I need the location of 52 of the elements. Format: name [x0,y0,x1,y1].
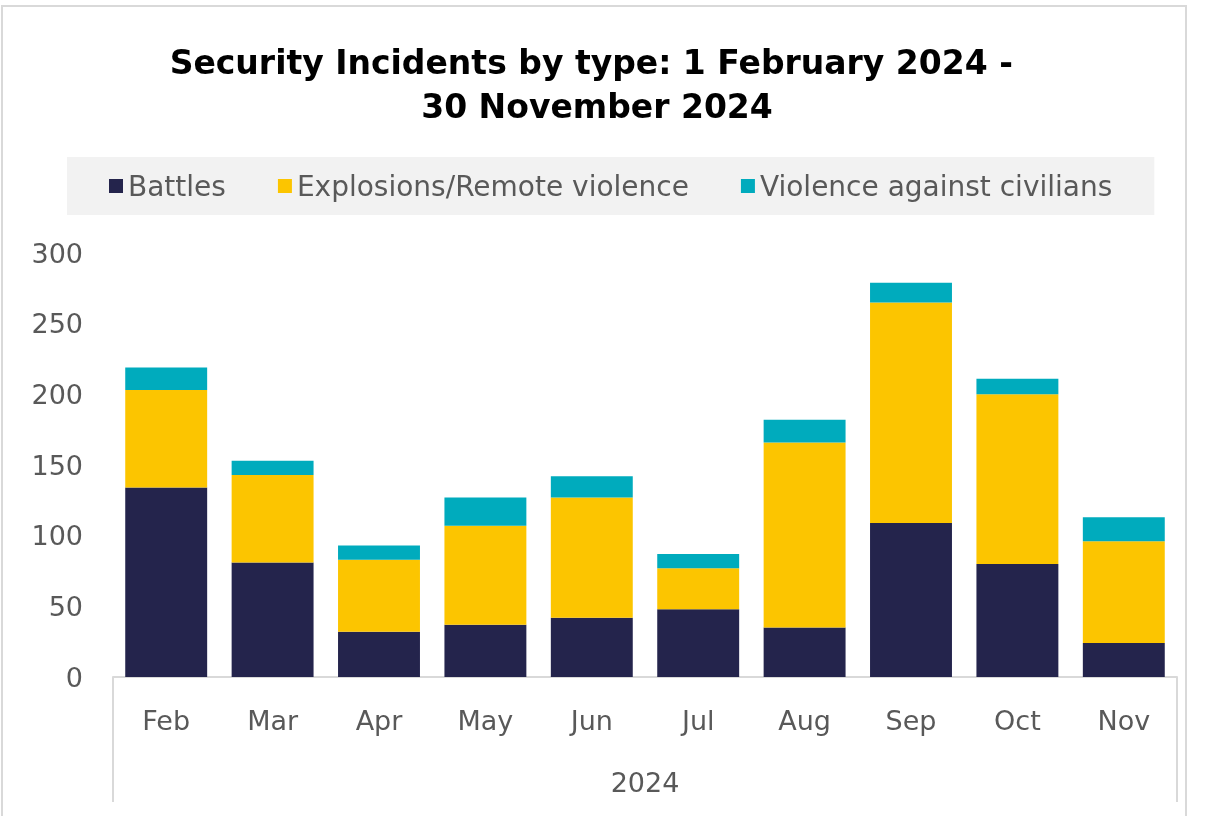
bar [231,460,314,475]
x-tick-label: Sep [885,705,937,736]
bar [657,609,740,677]
bar [657,568,740,610]
legend-label: Battles [128,169,226,203]
x-tick-label: Mar [247,705,299,736]
bar [1082,517,1165,542]
x-tick-label: Aug [778,705,831,736]
bar [763,442,846,628]
bar [976,394,1059,564]
x-tick-label: Nov [1097,705,1151,736]
y-tick-label: 50 [48,590,83,622]
bar [444,525,527,625]
bar [976,378,1059,395]
x-tick-label: Oct [994,705,1041,736]
x-tick-label: May [457,705,514,736]
x-tick-label: Jul [679,705,715,736]
x-tick-label: Apr [355,705,404,736]
bar [1082,643,1165,677]
x-tick-label: Feb [142,705,191,736]
bar [125,367,208,391]
y-tick-label: 250 [31,308,83,340]
bar [870,522,952,677]
x-axis-title: 2024 [610,767,680,798]
bar [763,419,846,443]
bar [338,545,420,560]
bar [550,497,633,618]
bar [125,487,208,677]
bar [338,631,420,677]
legend-label: Explosions/Remote violence [296,169,689,203]
bar [870,302,952,523]
bar [870,282,952,303]
bar [338,559,420,632]
bar [231,562,314,677]
bar [125,390,208,488]
y-tick-label: 150 [31,449,83,481]
chart-title: Security Incidents by type: 1 February 2024 - 30 November 2024 [169,42,1025,126]
bar [550,476,633,498]
bar [1082,541,1165,644]
y-tick-label: 0 [65,661,83,693]
bar [657,554,740,569]
bar [763,627,846,677]
bar [231,474,314,563]
legend-label: Violence against civilians [759,169,1113,203]
y-tick-label: 300 [31,237,83,269]
y-tick-label: 200 [31,378,83,410]
bar [444,497,527,526]
x-tick-label: Jun [568,705,613,736]
y-tick-label: 100 [31,520,83,552]
bar [550,617,633,677]
bar [976,563,1059,677]
bar [444,624,527,677]
